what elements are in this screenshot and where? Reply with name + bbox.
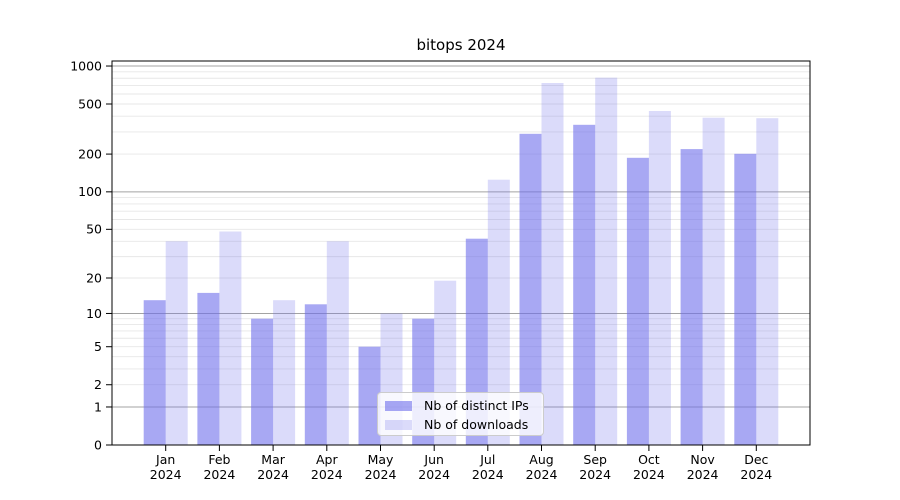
bar-distinct-ips-mar — [251, 318, 274, 445]
bar-downloads-jan — [165, 241, 188, 445]
y-tick-label-5: 5 — [94, 339, 102, 354]
y-tick-label-2: 2 — [94, 377, 102, 392]
x-tick-label-aug: Aug 2024 — [526, 452, 558, 482]
y-tick-label-200: 200 — [78, 146, 102, 161]
bar-downloads-aug — [541, 83, 564, 445]
bar-distinct-ips-apr — [304, 304, 327, 445]
x-tick-label-jun: Jun 2024 — [418, 452, 450, 482]
legend-row-downloads: Nb of downloads — [385, 415, 543, 434]
y-tick-label-100: 100 — [78, 184, 102, 199]
bar-distinct-ips-aug — [519, 133, 542, 446]
y-tick-label-1: 1 — [94, 399, 102, 414]
x-tick-label-dec: Dec 2024 — [740, 452, 772, 482]
chart-title: bitops 2024 — [416, 36, 506, 54]
y-tick-label-10: 10 — [86, 306, 102, 321]
legend-row-distinct-ips: Nb of distinct IPs — [385, 396, 543, 415]
axes-frame — [111, 60, 811, 446]
bar-distinct-ips-dec — [734, 153, 757, 446]
x-tick-label-may: May 2024 — [365, 452, 397, 482]
bar-downloads-sep — [595, 77, 618, 445]
bar-downloads-mar — [273, 300, 296, 445]
y-tick-label-50: 50 — [86, 222, 102, 237]
legend-swatch-downloads-icon — [385, 419, 412, 430]
bar-downloads-feb — [219, 231, 242, 445]
x-tick-label-oct: Oct 2024 — [633, 452, 665, 482]
x-tick-label-jul: Jul 2024 — [472, 452, 504, 482]
legend-swatch-distinct-ips-icon — [385, 400, 412, 411]
x-tick-label-apr: Apr 2024 — [311, 452, 343, 482]
x-tick-label-nov: Nov 2024 — [687, 452, 719, 482]
bar-downloads-oct — [648, 111, 671, 445]
y-tick-label-1000: 1000 — [70, 58, 102, 73]
y-tick-label-20: 20 — [86, 270, 102, 285]
x-tick-label-feb: Feb 2024 — [203, 452, 235, 482]
bar-downloads-nov — [702, 117, 725, 445]
bar-downloads-dec — [756, 118, 779, 445]
legend-label-distinct-ips: Nb of distinct IPs — [424, 397, 529, 413]
x-tick-label-mar: Mar 2024 — [257, 452, 289, 482]
x-tick-label-sep: Sep 2024 — [579, 452, 611, 482]
bar-distinct-ips-nov — [680, 149, 703, 445]
bar-distinct-ips-feb — [197, 292, 220, 445]
y-tick-label-0: 0 — [94, 437, 102, 452]
bar-downloads-apr — [326, 241, 349, 445]
legend: Nb of distinct IPs Nb of downloads — [377, 392, 544, 436]
y-tick-label-500: 500 — [78, 96, 102, 111]
bar-distinct-ips-oct — [626, 157, 649, 446]
x-tick-label-jan: Jan 2024 — [150, 452, 182, 482]
bar-downloads-jul — [487, 179, 510, 445]
bar-distinct-ips-jan — [143, 300, 166, 445]
bar-distinct-ips-sep — [573, 124, 596, 446]
legend-label-downloads: Nb of downloads — [424, 416, 529, 432]
bar-distinct-ips-may — [358, 346, 381, 445]
